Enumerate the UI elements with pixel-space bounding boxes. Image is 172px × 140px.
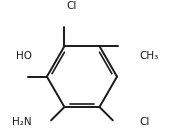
Text: HO: HO	[16, 51, 32, 61]
Text: CH₃: CH₃	[139, 51, 159, 61]
Text: H₂N: H₂N	[12, 117, 32, 127]
Text: Cl: Cl	[139, 117, 150, 127]
Text: Cl: Cl	[67, 1, 77, 11]
